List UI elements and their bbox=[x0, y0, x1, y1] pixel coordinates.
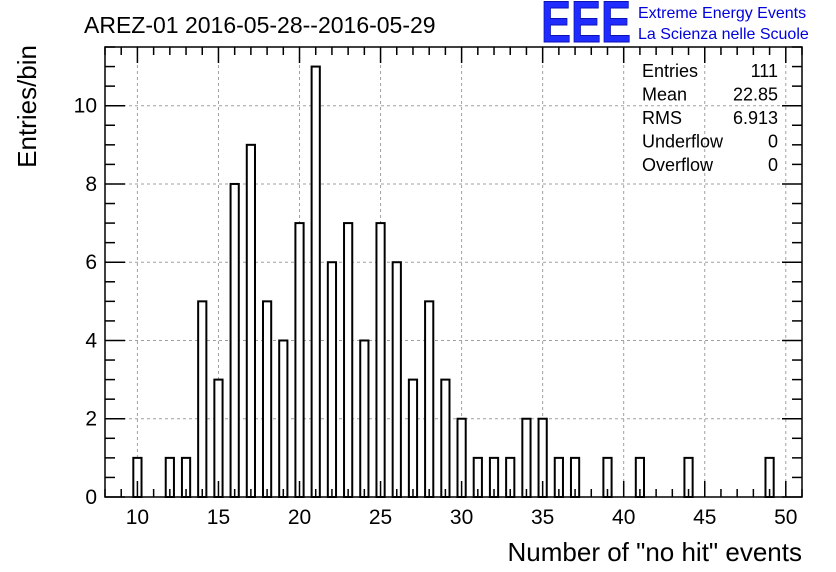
x-tick-label: 45 bbox=[693, 506, 716, 529]
histogram-bar bbox=[424, 300, 435, 499]
stats-box: Entries 111 Mean 22.85 RMS 6.913 Underflow 0 Ove… bbox=[642, 61, 778, 175]
plot-frame bbox=[104, 46, 803, 498]
histogram-bar bbox=[440, 378, 451, 499]
histogram-bar bbox=[343, 222, 354, 499]
x-tick-label: 35 bbox=[531, 506, 554, 529]
histogram-bar bbox=[521, 417, 532, 499]
histogram-bar bbox=[359, 339, 370, 499]
x-tick-label: 30 bbox=[450, 506, 473, 529]
histogram-bar bbox=[278, 339, 289, 499]
y-tick-label: 10 bbox=[74, 95, 97, 118]
stats-label: Overflow bbox=[642, 155, 714, 175]
x-tick-label: 20 bbox=[288, 506, 311, 529]
histogram-bar bbox=[245, 143, 256, 498]
histogram-bar bbox=[407, 378, 419, 499]
stats-value: 6.913 bbox=[733, 108, 778, 128]
stats-value: 0 bbox=[768, 155, 778, 175]
y-tick-label: 4 bbox=[85, 329, 97, 352]
y-tick-label: 6 bbox=[85, 251, 97, 274]
histogram-bar bbox=[375, 222, 386, 499]
stats-value: 22.85 bbox=[733, 85, 778, 105]
stats-label: RMS bbox=[642, 108, 682, 128]
y-tick-labels: 0 2 4 6 8 10 bbox=[74, 95, 98, 509]
histogram-bar bbox=[310, 65, 321, 498]
histogram-bar bbox=[197, 300, 208, 499]
y-tick-label: 8 bbox=[85, 173, 97, 196]
chart-title: AREZ-01 2016-05-28--2016-05-29 bbox=[84, 12, 436, 38]
histogram-bar bbox=[294, 222, 305, 499]
logo-line-1: Extreme Energy Events bbox=[638, 5, 806, 22]
histogram-bar bbox=[391, 261, 402, 498]
grid bbox=[105, 47, 802, 497]
stats-label: Mean bbox=[642, 85, 687, 105]
histogram-bar bbox=[229, 182, 240, 499]
x-axis-title: Number of "no hit" events bbox=[508, 537, 803, 567]
x-tick-label: 40 bbox=[612, 506, 635, 529]
eee-logo: EEE Extreme Energy Events La Scienza nel… bbox=[541, 0, 809, 56]
y-tick-label: 0 bbox=[85, 486, 97, 509]
x-tick-labels: 10 15 20 25 30 35 40 45 50 bbox=[126, 506, 798, 529]
logo-line-2: La Scienza nelle Scuole bbox=[638, 26, 809, 43]
y-tick-label: 2 bbox=[85, 408, 97, 431]
x-tick-label: 15 bbox=[207, 506, 230, 529]
histogram-bar bbox=[326, 261, 338, 498]
histogram-bars bbox=[132, 65, 775, 499]
stats-value: 111 bbox=[751, 61, 778, 81]
logo-mark: EEE bbox=[541, 0, 631, 55]
x-tick-label: 25 bbox=[369, 506, 392, 529]
y-axis-title: Entries/bin bbox=[12, 45, 42, 168]
axis-ticks bbox=[104, 46, 803, 498]
stats-value: 0 bbox=[768, 132, 778, 152]
x-tick-label: 50 bbox=[774, 506, 797, 529]
stats-label: Underflow bbox=[642, 132, 724, 152]
histogram-bar bbox=[213, 378, 224, 499]
stats-label: Entries bbox=[642, 61, 698, 81]
x-tick-label: 10 bbox=[126, 506, 149, 529]
histogram-bar bbox=[261, 300, 273, 499]
